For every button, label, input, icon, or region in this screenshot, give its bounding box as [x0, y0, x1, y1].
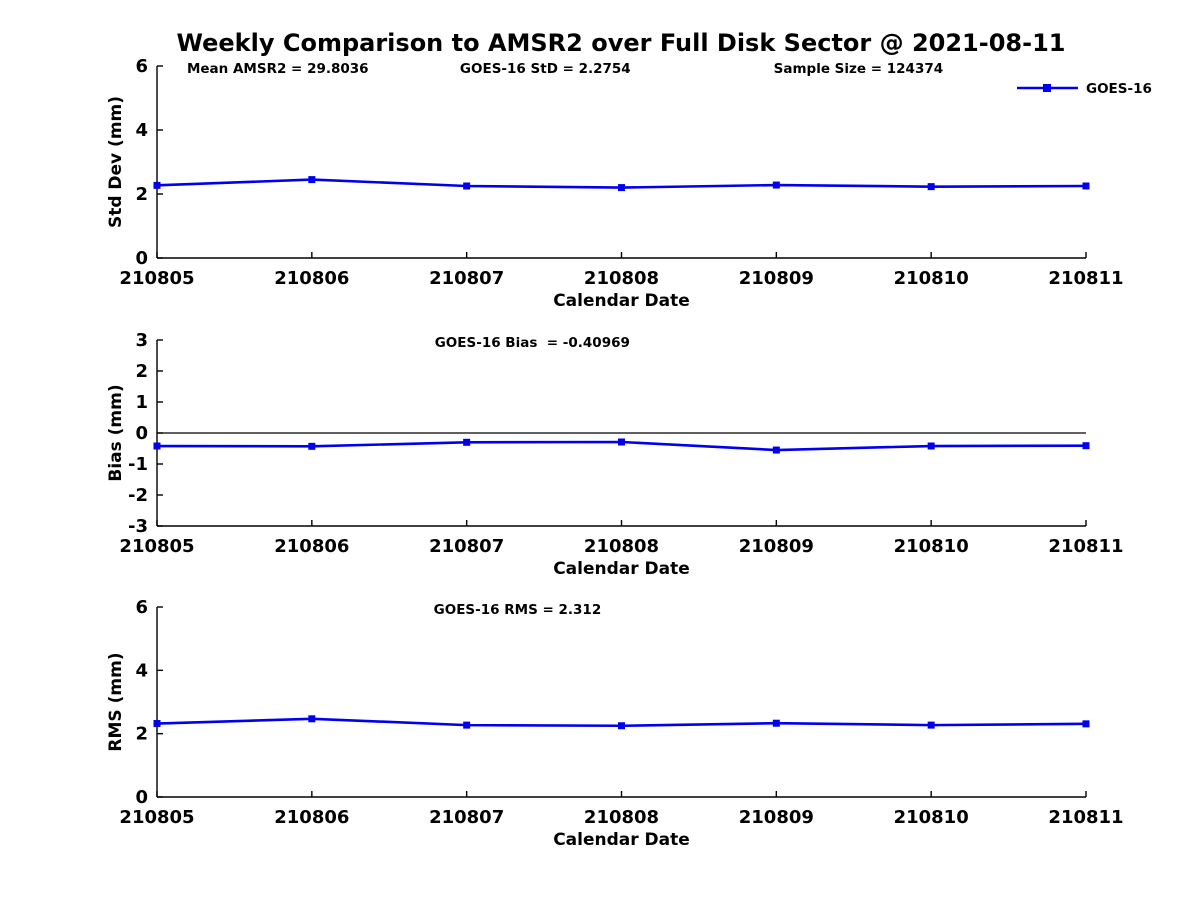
data-point-marker	[772, 181, 780, 189]
legend-label: GOES-16	[1086, 81, 1152, 97]
y-tick-label: 6	[135, 56, 148, 77]
data-point-marker	[153, 181, 161, 189]
x-tick-label: 210806	[274, 536, 349, 557]
data-point-marker	[618, 722, 625, 730]
data-point-marker	[927, 183, 935, 191]
x-tick-label: 210811	[1048, 268, 1123, 289]
x-tick-label: 210811	[1048, 536, 1123, 557]
data-point-marker	[618, 438, 625, 446]
y-tick-label: -3	[128, 516, 148, 537]
annotation: GOES-16 RMS = 2.312	[434, 602, 602, 618]
y-tick-label: 4	[135, 120, 148, 141]
legend: GOES-16	[1017, 81, 1152, 97]
annotation: Sample Size = 124374	[774, 61, 943, 77]
y-tick-label: -2	[128, 485, 148, 506]
x-tick-label: 210810	[894, 268, 969, 289]
data-point-marker	[772, 446, 780, 454]
data-point-marker	[463, 182, 471, 190]
data-point-marker	[153, 442, 161, 450]
y-tick-label: 0	[135, 423, 148, 444]
y-tick-label: 2	[135, 361, 148, 382]
x-tick-label: 210809	[739, 807, 814, 828]
y-axis-label: Std Dev (mm)	[106, 96, 126, 228]
x-tick-label: 210811	[1048, 807, 1123, 828]
y-tick-label: 1	[135, 392, 148, 413]
subplot-bias: -3 -2 -1 0 1 2 3 210805 210806 210807 210808 210809…	[106, 330, 1124, 579]
y-tick-label: 0	[135, 787, 148, 808]
data-point-marker	[927, 721, 935, 729]
y-axis-label: RMS (mm)	[106, 652, 126, 751]
data-point-marker	[1082, 182, 1090, 190]
x-tick-label: 210807	[429, 536, 504, 557]
x-tick-label: 210808	[584, 268, 659, 289]
data-point-marker	[463, 438, 471, 446]
x-tick-label: 210808	[584, 807, 659, 828]
subplot-rms: 0 2 4 6 210805 210806 210807 210808 210809 210810…	[106, 597, 1124, 850]
x-tick-label: 210805	[119, 268, 194, 289]
x-tick-label: 210809	[739, 268, 814, 289]
data-point-marker	[618, 184, 625, 192]
data-point-marker	[308, 715, 316, 723]
data-point-marker	[308, 176, 316, 184]
x-axis-label: Calendar Date	[553, 559, 690, 579]
x-tick-label: 210805	[119, 807, 194, 828]
x-tick-label: 210807	[429, 807, 504, 828]
x-axis-label: Calendar Date	[553, 830, 690, 850]
subplot-std-dev: 0 2 4 6 210805 210806 210807 210808 210809 210810…	[106, 56, 1152, 311]
legend-marker	[1043, 84, 1051, 92]
data-point-marker	[772, 719, 780, 727]
y-tick-label: 6	[135, 597, 148, 618]
x-tick-label: 210808	[584, 536, 659, 557]
x-tick-label: 210809	[739, 536, 814, 557]
x-tick-label: 210810	[894, 807, 969, 828]
x-tick-label: 210806	[274, 807, 349, 828]
figure-title: Weekly Comparison to AMSR2 over Full Dis…	[176, 29, 1066, 57]
data-point-marker	[927, 442, 935, 450]
data-point-marker	[463, 721, 471, 729]
data-point-marker	[308, 442, 316, 450]
x-tick-label: 210806	[274, 268, 349, 289]
x-tick-label: 210810	[894, 536, 969, 557]
annotation: Mean AMSR2 = 29.8036	[187, 61, 369, 77]
annotation: GOES-16 Bias = -0.40969	[435, 335, 630, 351]
y-tick-label: 2	[135, 724, 148, 745]
x-tick-label: 210805	[119, 536, 194, 557]
annotation: GOES-16 StD = 2.2754	[460, 61, 631, 77]
y-tick-label: -1	[128, 454, 148, 475]
x-axis-label: Calendar Date	[553, 291, 690, 311]
y-tick-label: 3	[135, 330, 148, 351]
y-tick-label: 4	[135, 660, 148, 681]
y-axis-label: Bias (mm)	[106, 384, 126, 481]
x-tick-label: 210807	[429, 268, 504, 289]
data-point-marker	[1082, 720, 1090, 728]
data-point-marker	[1082, 442, 1090, 450]
data-point-marker	[153, 720, 161, 728]
y-tick-label: 2	[135, 184, 148, 205]
y-tick-label: 0	[135, 248, 148, 269]
